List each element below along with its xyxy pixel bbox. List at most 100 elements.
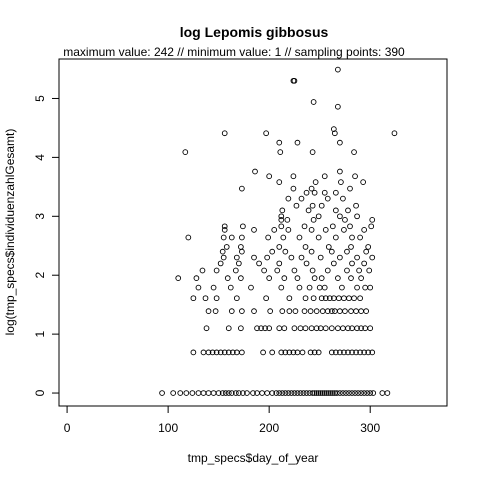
- data-point-130: [308, 309, 313, 314]
- data-point-168: [340, 285, 345, 290]
- data-point-103: [282, 326, 287, 331]
- data-point-194: [367, 268, 372, 273]
- data-point-198: [277, 261, 282, 266]
- data-point-179: [312, 276, 317, 281]
- y-tick-label-2: 2: [33, 272, 47, 279]
- data-point-154: [336, 296, 341, 301]
- data-point-147: [287, 296, 292, 301]
- data-point-283: [277, 180, 282, 185]
- y-tick-label-0: 0: [33, 389, 47, 396]
- data-point-4: [190, 391, 195, 396]
- data-point-201: [350, 261, 355, 266]
- data-point-291: [253, 169, 258, 174]
- data-point-72: [239, 350, 244, 355]
- data-point-181: [335, 276, 340, 281]
- data-point-249: [279, 224, 284, 229]
- data-point-238: [358, 235, 363, 240]
- data-point-122: [229, 309, 234, 314]
- data-point-171: [368, 285, 373, 290]
- data-point-157: [352, 296, 357, 301]
- y-axis: 0 1 2 3 4 5: [33, 95, 59, 397]
- data-point-59: [371, 391, 376, 396]
- data-point-143: [203, 296, 208, 301]
- data-point-61: [385, 391, 390, 396]
- data-point-169: [355, 285, 360, 290]
- data-point-262: [355, 214, 360, 219]
- data-point-296: [352, 150, 357, 155]
- data-point-275: [304, 190, 309, 195]
- data-point-240: [252, 227, 257, 232]
- data-point-264: [306, 208, 311, 213]
- data-point-250: [302, 224, 307, 229]
- data-point-145: [234, 296, 239, 301]
- data-point-142: [191, 296, 196, 301]
- data-point-266: [346, 208, 351, 213]
- data-point-137: [343, 309, 348, 314]
- data-point-173: [194, 276, 199, 281]
- data-point-287: [267, 174, 272, 179]
- chart-subtitle: maximum value: 242 // minimum value: 1 /…: [63, 45, 405, 59]
- data-point-294: [278, 150, 283, 155]
- data-point-106: [303, 326, 308, 331]
- data-point-247: [222, 224, 227, 229]
- data-point-284: [313, 180, 318, 185]
- data-point-225: [326, 245, 331, 250]
- data-point-167: [322, 285, 327, 290]
- data-point-230: [229, 235, 234, 240]
- data-point-281: [309, 186, 314, 191]
- data-point-298: [295, 140, 300, 145]
- y-axis-label: log(tmp_specs$individuenzahlGesamt): [3, 129, 17, 336]
- data-point-197: [257, 261, 262, 266]
- data-point-204: [234, 255, 239, 260]
- data-point-129: [302, 309, 307, 314]
- data-point-178: [295, 276, 300, 281]
- data-point-285: [339, 180, 344, 185]
- data-point-277: [322, 190, 327, 195]
- data-point-112: [335, 326, 340, 331]
- data-point-253: [369, 224, 374, 229]
- data-point-139: [354, 309, 359, 314]
- data-point-272: [299, 196, 304, 201]
- data-point-195: [218, 261, 223, 266]
- data-point-125: [268, 309, 273, 314]
- data-point-170: [363, 285, 368, 290]
- data-point-235: [316, 235, 321, 240]
- data-point-175: [238, 276, 243, 281]
- data-point-158: [358, 296, 363, 301]
- data-point-110: [323, 326, 328, 331]
- data-point-271: [286, 196, 291, 201]
- data-point-62: [191, 350, 196, 355]
- data-point-124: [252, 309, 257, 314]
- data-point-256: [311, 217, 316, 222]
- data-point-269: [319, 203, 324, 208]
- y-tick-label-4: 4: [33, 154, 47, 161]
- data-point-183: [359, 276, 364, 281]
- data-point-180: [319, 276, 324, 281]
- data-point-289: [322, 174, 327, 179]
- data-point-164: [297, 285, 302, 290]
- data-point-258: [370, 217, 375, 222]
- data-point-220: [364, 249, 369, 254]
- data-point-20: [260, 391, 265, 396]
- data-point-288: [291, 174, 296, 179]
- data-point-8: [211, 391, 216, 396]
- y-tick-label-5: 5: [33, 95, 47, 102]
- data-point-144: [214, 296, 219, 301]
- data-point-200: [331, 261, 336, 266]
- data-point-155: [342, 296, 347, 301]
- data-point-172: [176, 276, 181, 281]
- data-point-260: [316, 214, 321, 219]
- data-point-188: [275, 268, 280, 273]
- data-point-252: [348, 224, 353, 229]
- data-point-213: [220, 249, 225, 254]
- data-point-297: [277, 140, 282, 145]
- x-axis: 0 100 200 300: [64, 406, 381, 435]
- data-point-228: [186, 235, 191, 240]
- data-point-211: [355, 255, 360, 260]
- data-point-60: [380, 391, 385, 396]
- data-point-132: [320, 309, 325, 314]
- data-point-229: [221, 235, 226, 240]
- data-point-6: [201, 391, 206, 396]
- data-point-301: [264, 131, 269, 136]
- data-point-2: [178, 391, 183, 396]
